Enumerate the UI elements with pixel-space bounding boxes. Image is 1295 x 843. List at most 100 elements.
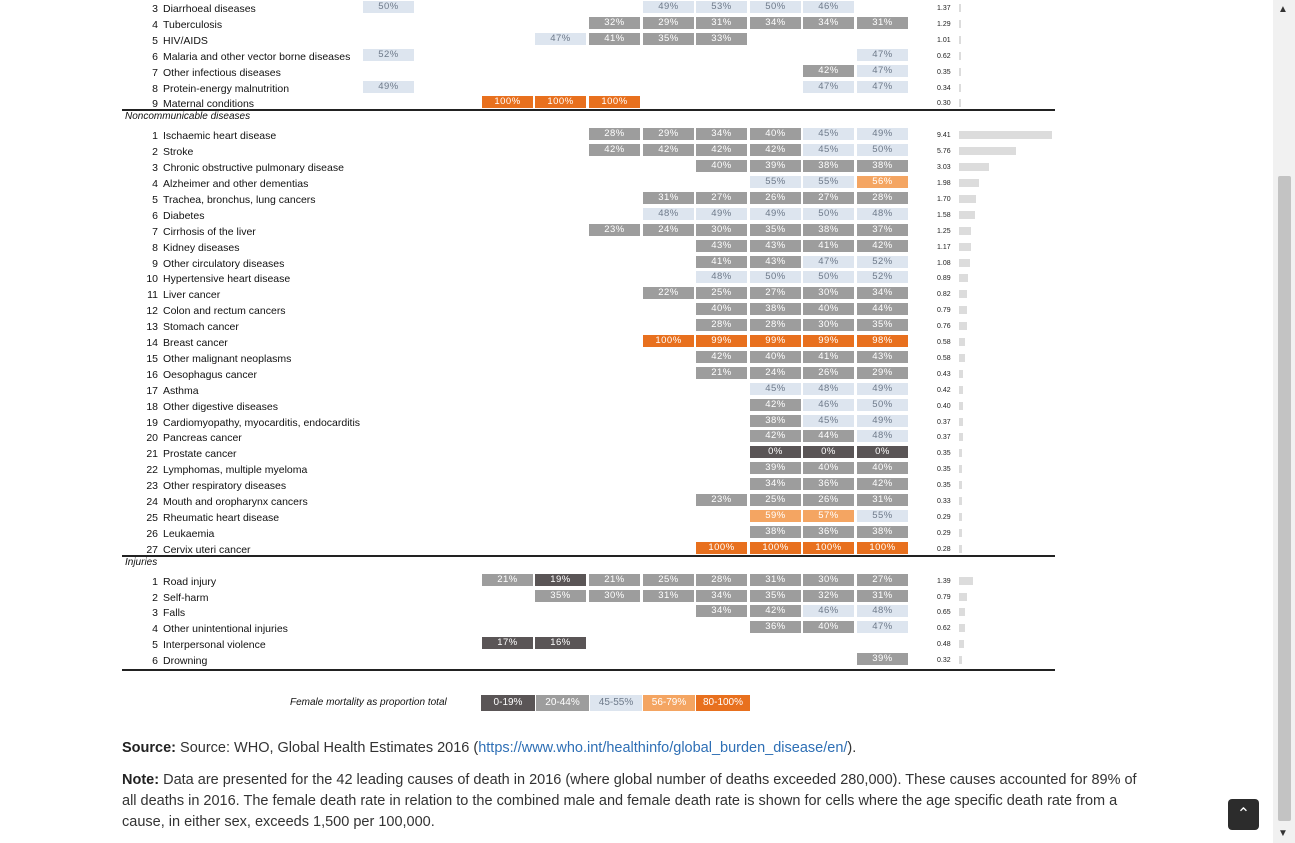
death-rate-value: 0.82	[937, 291, 951, 299]
proportion-cell: 29%	[643, 128, 694, 141]
proportion-cell: 40%	[803, 462, 854, 475]
death-rate-value: 0.30	[937, 100, 951, 108]
row-number: 6	[152, 50, 158, 63]
death-rate-value: 0.28	[937, 545, 951, 553]
proportion-cell: 49%	[363, 80, 414, 93]
proportion-cell: 30%	[589, 589, 640, 602]
legend-swatch: 20-44%	[536, 695, 589, 711]
death-rate-bar	[959, 226, 972, 235]
proportion-cell: 31%	[857, 494, 908, 506]
row-label: Interpersonal violence	[163, 639, 266, 652]
row-label: Rheumatic heart disease	[163, 511, 280, 524]
source-label: Source:	[122, 740, 176, 756]
proportion-cell: 100%	[857, 541, 908, 554]
proportion-cell: 49%	[857, 382, 908, 395]
death-rate-value: 0.35	[937, 68, 951, 76]
death-rate-value: 1.17	[937, 243, 951, 251]
chevron-up-icon: ⌃	[1236, 806, 1251, 823]
death-rate-value: 0.34	[937, 84, 951, 92]
proportion-cell: 26%	[803, 366, 854, 379]
proportion-cell: 100%	[696, 541, 747, 554]
death-rate-bar	[959, 512, 962, 521]
back-to-top-button[interactable]: ⌃	[1228, 799, 1259, 830]
death-rate-bar	[959, 147, 1017, 156]
proportion-cell: 49%	[750, 207, 801, 220]
row-label: Cirrhosis of the liver	[163, 225, 256, 238]
proportion-cell: 24%	[750, 366, 801, 379]
proportion-cell: 34%	[696, 589, 747, 602]
proportion-cell: 34%	[803, 16, 854, 29]
proportion-cell: 40%	[803, 303, 854, 316]
row-number: 20	[146, 432, 158, 445]
proportion-cell: 30%	[803, 319, 854, 332]
proportion-cell: 50%	[857, 144, 908, 157]
proportion-cell: 99%	[803, 335, 854, 347]
proportion-cell: 29%	[857, 366, 908, 379]
legend-swatch: 0-19%	[481, 695, 535, 711]
death-rate-value: 0.37	[937, 434, 951, 442]
proportion-cell: 50%	[750, 1, 801, 13]
row-number: 21	[146, 448, 158, 461]
row-number: 19	[146, 416, 158, 429]
death-rate-value: 0.37	[937, 418, 951, 426]
death-rate-value: 0.43	[937, 370, 951, 378]
proportion-cell: 35%	[643, 32, 694, 45]
proportion-cell: 52%	[857, 271, 908, 284]
row-label: Pancreas cancer	[163, 432, 242, 445]
row-label: Diarrhoeal diseases	[163, 3, 256, 15]
scroll-down-icon[interactable]: ▼	[1278, 828, 1288, 839]
scrollbar-thumb[interactable]	[1278, 176, 1291, 821]
proportion-cell: 31%	[857, 16, 908, 29]
proportion-cell: 47%	[535, 32, 586, 45]
row-number: 6	[152, 209, 158, 222]
row-label: Kidney diseases	[163, 241, 240, 254]
source-link[interactable]: https://www.who.int/healthinfo/global_bu…	[478, 740, 848, 756]
death-rate-bar	[959, 99, 961, 108]
row-number: 14	[146, 337, 158, 349]
row-number: 2	[152, 591, 158, 604]
proportion-cell: 35%	[857, 319, 908, 332]
row-number: 7	[152, 66, 158, 79]
proportion-cell: 45%	[803, 414, 854, 427]
row-number: 13	[146, 321, 158, 334]
death-rate-value: 1.25	[937, 227, 951, 235]
proportion-cell: 46%	[803, 398, 854, 411]
proportion-cell: 34%	[696, 128, 747, 141]
vertical-scrollbar[interactable]: ▲ ▼	[1273, 0, 1295, 843]
proportion-cell: 100%	[750, 541, 801, 554]
proportion-cell: 42%	[803, 64, 854, 77]
proportion-cell: 50%	[803, 271, 854, 284]
row-number: 26	[146, 527, 158, 540]
row-label: Chronic obstructive pulmonary disease	[163, 162, 344, 175]
proportion-cell: 40%	[857, 462, 908, 475]
legend-swatch: 45-55%	[590, 695, 642, 711]
proportion-cell: 50%	[857, 398, 908, 411]
row-label: Trachea, bronchus, lung cancers	[163, 193, 316, 206]
death-rate-bar	[959, 624, 966, 633]
note-text: Data are presented for the 42 leading ca…	[122, 772, 1137, 830]
proportion-cell: 55%	[750, 176, 801, 188]
death-rate-bar	[959, 576, 973, 585]
death-rate-bar	[959, 19, 961, 28]
proportion-cell: 31%	[643, 191, 694, 204]
death-rate-bar	[959, 35, 961, 44]
scroll-up-icon[interactable]: ▲	[1278, 4, 1288, 15]
proportion-cell: 30%	[803, 287, 854, 300]
row-label: Prostate cancer	[163, 448, 237, 461]
proportion-cell: 99%	[750, 335, 801, 347]
death-rate-value: 0.79	[937, 307, 951, 315]
proportion-cell: 30%	[803, 573, 854, 586]
proportion-cell: 28%	[696, 319, 747, 332]
death-rate-value: 0.62	[937, 52, 951, 60]
proportion-cell: 47%	[803, 255, 854, 268]
proportion-cell: 19%	[535, 573, 586, 586]
row-number: 1	[152, 575, 158, 588]
proportion-cell: 25%	[696, 287, 747, 300]
proportion-cell: 34%	[750, 16, 801, 29]
row-number: 3	[152, 607, 158, 620]
proportion-cell: 38%	[750, 303, 801, 316]
proportion-cell: 34%	[857, 287, 908, 300]
proportion-cell: 50%	[803, 207, 854, 220]
proportion-cell: 29%	[643, 16, 694, 29]
proportion-cell: 49%	[696, 207, 747, 220]
